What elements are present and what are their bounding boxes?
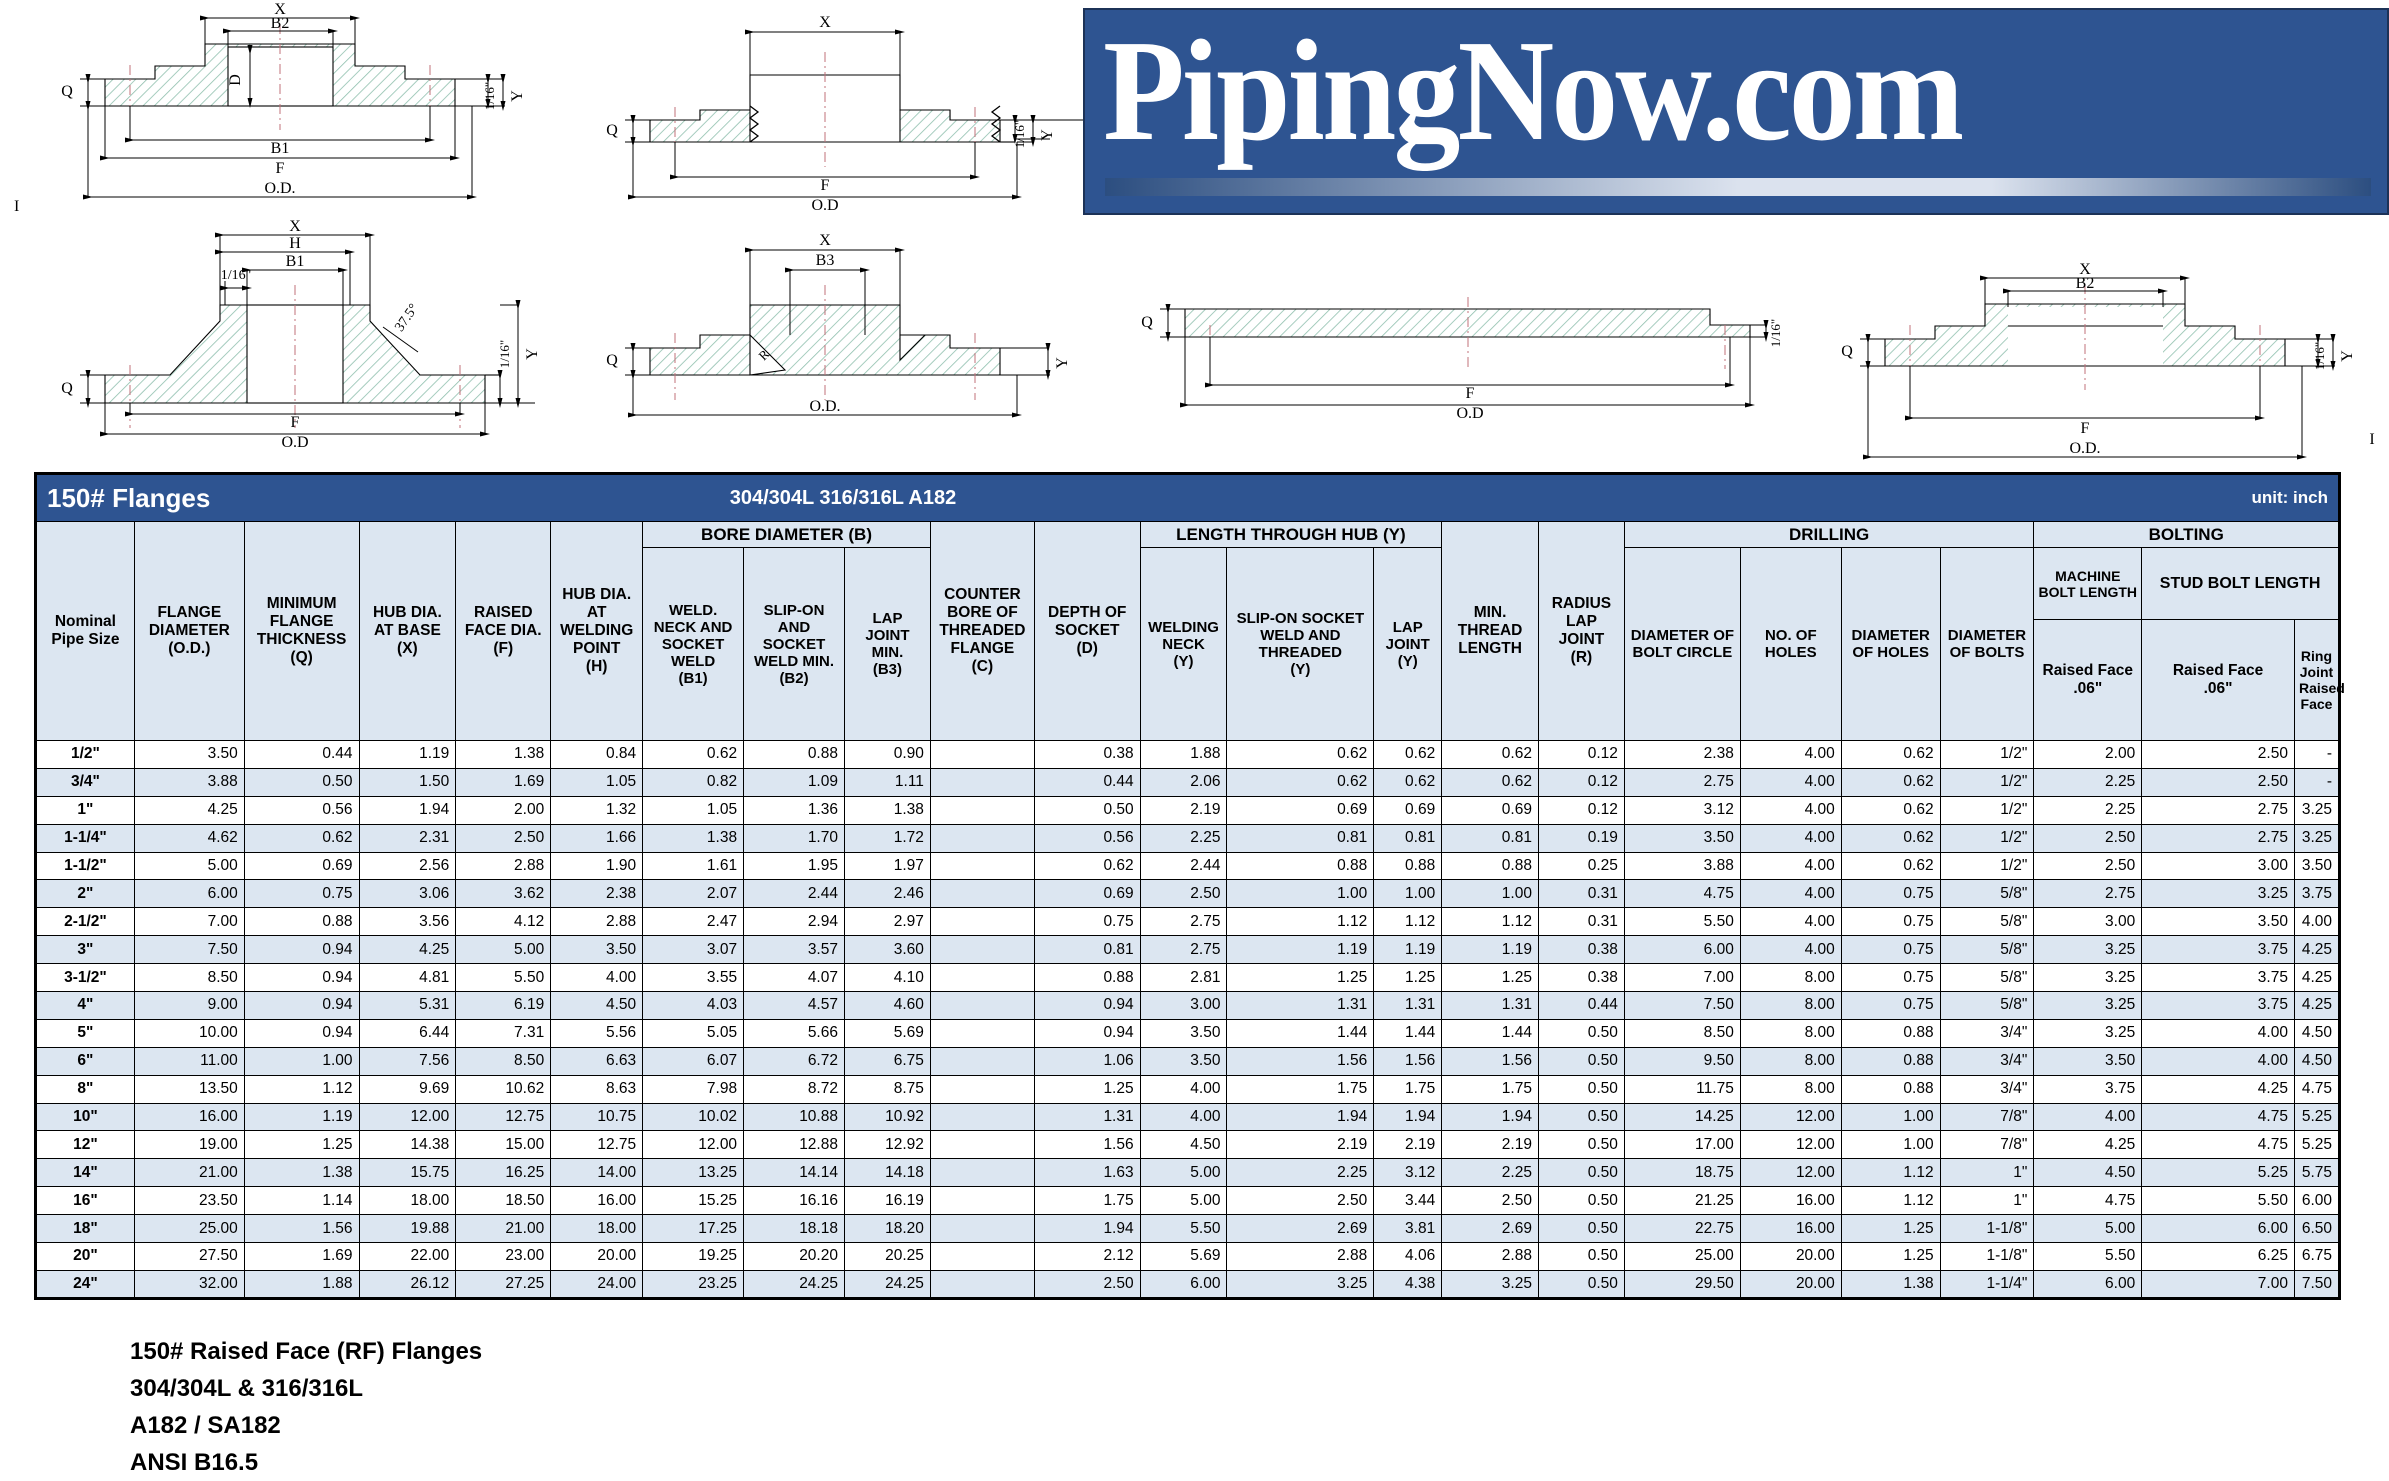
svg-text:1/16": 1/16"	[1768, 319, 1783, 347]
svg-text:F: F	[2081, 420, 2090, 437]
svg-text:Q: Q	[61, 83, 73, 100]
svg-text:Q: Q	[606, 352, 618, 369]
svg-text:Y: Y	[1039, 129, 1056, 141]
svg-text:B2: B2	[271, 15, 290, 32]
svg-text:X: X	[819, 14, 831, 31]
svg-text:37.5°: 37.5°	[392, 301, 422, 334]
svg-text:X: X	[819, 232, 831, 249]
svg-text:B1: B1	[286, 253, 305, 270]
svg-text:1/16": 1/16"	[2312, 342, 2327, 370]
svg-text:O.D: O.D	[281, 434, 308, 451]
svg-text:F: F	[276, 160, 285, 177]
svg-text:1/16": 1/16"	[1012, 120, 1027, 148]
svg-text:1/16": 1/16"	[221, 268, 252, 283]
svg-text:Y: Y	[509, 90, 526, 102]
svg-text:B1: B1	[271, 140, 290, 157]
svg-text:1/16": 1/16"	[482, 82, 497, 110]
svg-text:X: X	[289, 218, 301, 235]
svg-text:O.D: O.D	[811, 197, 838, 214]
svg-text:I: I	[2369, 431, 2374, 448]
svg-text:Q: Q	[1141, 314, 1153, 331]
svg-text:F: F	[291, 414, 300, 431]
svg-text:Q: Q	[606, 122, 618, 139]
svg-text:Y: Y	[1054, 357, 1071, 369]
svg-text:D: D	[227, 74, 244, 86]
svg-text:Q: Q	[1841, 343, 1853, 360]
svg-text:Y: Y	[2339, 350, 2356, 362]
svg-text:Q: Q	[61, 380, 73, 397]
svg-text:1/16": 1/16"	[497, 340, 512, 368]
svg-text:O.D.: O.D.	[264, 180, 295, 197]
svg-text:B3: B3	[816, 252, 835, 269]
svg-text:O.D.: O.D.	[2069, 440, 2100, 457]
svg-text:F: F	[1466, 385, 1475, 402]
svg-text:O.D: O.D	[1456, 405, 1483, 422]
svg-text:H: H	[289, 235, 301, 252]
svg-text:Y: Y	[524, 348, 541, 360]
svg-text:B2: B2	[2076, 275, 2095, 292]
svg-text:F: F	[821, 177, 830, 194]
svg-text:O.D.: O.D.	[809, 398, 840, 415]
